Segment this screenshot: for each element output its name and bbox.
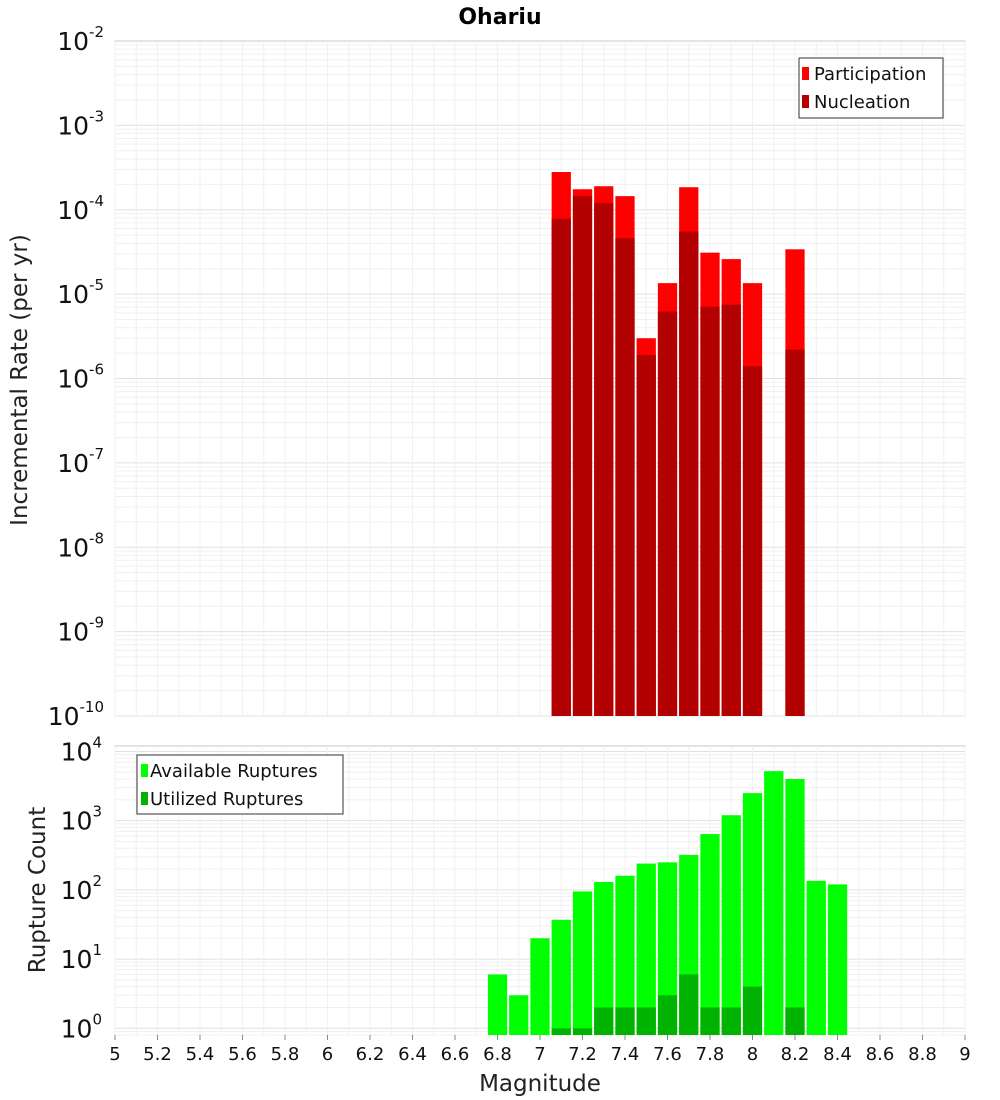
utilized-ruptures-bar bbox=[657, 995, 678, 1035]
utilized-ruptures-bar bbox=[551, 1028, 571, 1035]
top-y-tick-label: 10-3 bbox=[57, 107, 104, 140]
top-y-tick-label: 10-4 bbox=[57, 192, 104, 225]
available-ruptures-bar bbox=[806, 880, 826, 1035]
nucleation-bar bbox=[785, 349, 805, 716]
available-ruptures-bar bbox=[700, 834, 720, 1035]
bottom-bars bbox=[487, 771, 848, 1035]
top-y-axis-label: Incremental Rate (per yr) bbox=[7, 234, 33, 526]
available-ruptures-bar bbox=[509, 995, 529, 1035]
available-legend-swatch bbox=[141, 764, 148, 777]
top-bars bbox=[551, 172, 805, 717]
top-legend: Participation Nucleation bbox=[798, 57, 944, 119]
available-ruptures-bar bbox=[572, 891, 593, 1035]
bottom-y-tick-label: 104 bbox=[61, 733, 102, 766]
x-tick-label: 8.4 bbox=[823, 1044, 852, 1065]
nucleation-bar bbox=[636, 354, 656, 716]
top-y-tick-label: 10-10 bbox=[48, 698, 104, 731]
nucleation-bar bbox=[679, 231, 699, 716]
nucleation-bar bbox=[742, 366, 763, 716]
bottom-legend-box bbox=[136, 754, 344, 815]
bottom-legend: Available Ruptures Utilized Ruptures bbox=[136, 754, 344, 815]
utilized-ruptures-bar bbox=[572, 1028, 593, 1035]
utilized-legend-swatch bbox=[141, 792, 148, 805]
available-ruptures-bar bbox=[827, 884, 848, 1035]
x-tick-label: 5 bbox=[109, 1044, 120, 1065]
nucleation-legend-swatch bbox=[802, 95, 809, 108]
x-tick-label: 6.8 bbox=[483, 1044, 512, 1065]
top-y-tick-label: 10-8 bbox=[57, 529, 104, 562]
x-tick-label: 7.6 bbox=[653, 1044, 682, 1065]
available-ruptures-bar bbox=[742, 793, 763, 1035]
nucleation-bar bbox=[700, 306, 720, 716]
bottom-y-tick-label: 102 bbox=[61, 872, 102, 905]
x-tick-label: 8.6 bbox=[866, 1044, 895, 1065]
utilized-ruptures-bar bbox=[636, 1007, 656, 1035]
x-tick-label: 9 bbox=[959, 1044, 970, 1065]
top-y-tick-label: 10-5 bbox=[57, 276, 104, 309]
nucleation-bar bbox=[615, 238, 635, 716]
available-ruptures-bar bbox=[657, 862, 678, 1035]
x-tick-label: 5.4 bbox=[186, 1044, 215, 1065]
available-ruptures-bar bbox=[487, 974, 508, 1035]
top-y-tick-label: 10-9 bbox=[57, 614, 104, 647]
rupture-count-panel: 104 103 102 101 100 5 5.2 5.4 5.6 5.8 6 6.2 6.4 6.6 6… bbox=[25, 733, 971, 1097]
x-tick-label: 8.2 bbox=[781, 1044, 810, 1065]
top-y-tick-labels: 10-2 10-3 10-4 10-5 10-6 10-7 10-8 10-9 10-10 bbox=[48, 23, 104, 731]
top-legend-box bbox=[798, 57, 944, 119]
available-ruptures-bar bbox=[594, 882, 614, 1035]
available-ruptures-bar bbox=[764, 771, 784, 1035]
x-axis-label: Magnitude bbox=[479, 1071, 601, 1097]
x-tick-label: 7.8 bbox=[696, 1044, 725, 1065]
x-tick-label: 5.8 bbox=[271, 1044, 300, 1065]
x-tick-label: 6.4 bbox=[398, 1044, 427, 1065]
top-y-tick-label: 10-6 bbox=[57, 361, 104, 394]
nucleation-bar bbox=[551, 218, 571, 716]
available-ruptures-bar bbox=[551, 919, 571, 1035]
utilized-ruptures-bar bbox=[679, 974, 699, 1035]
participation-legend-swatch bbox=[802, 67, 809, 80]
bottom-y-tick-label: 103 bbox=[61, 803, 102, 836]
available-ruptures-bar bbox=[530, 938, 550, 1035]
x-tick-label: 5.2 bbox=[143, 1044, 172, 1065]
available-legend-label: Available Ruptures bbox=[150, 761, 318, 782]
x-tick-label: 7.2 bbox=[568, 1044, 597, 1065]
participation-legend-label: Participation bbox=[814, 64, 926, 85]
utilized-ruptures-bar bbox=[742, 986, 763, 1035]
available-ruptures-bar bbox=[615, 875, 635, 1035]
nucleation-bar bbox=[657, 311, 678, 716]
utilized-ruptures-bar bbox=[615, 1007, 635, 1035]
top-y-tick-label: 10-7 bbox=[57, 445, 104, 478]
bottom-y-tick-labels: 104 103 102 101 100 bbox=[61, 733, 102, 1043]
utilized-ruptures-bar bbox=[721, 1007, 741, 1035]
nucleation-bar bbox=[721, 304, 741, 716]
nucleation-bar bbox=[594, 203, 614, 716]
utilized-ruptures-bar bbox=[700, 1007, 720, 1035]
x-tick-label: 6.6 bbox=[441, 1044, 470, 1065]
available-ruptures-bar bbox=[636, 863, 656, 1035]
x-tick-label: 6 bbox=[322, 1044, 333, 1065]
incremental-rate-panel: 10-2 10-3 10-4 10-5 10-6 10-7 10-8 10-9 10-10 In… bbox=[7, 23, 966, 731]
available-ruptures-bar bbox=[721, 815, 741, 1035]
bottom-y-tick-label: 100 bbox=[61, 1010, 102, 1043]
bottom-y-tick-label: 101 bbox=[61, 941, 102, 974]
nucleation-bar bbox=[572, 196, 593, 716]
top-y-tick-label: 10-2 bbox=[57, 23, 104, 56]
x-tick-label: 8.8 bbox=[908, 1044, 937, 1065]
utilized-legend-label: Utilized Ruptures bbox=[150, 789, 303, 810]
utilized-ruptures-bar bbox=[785, 1007, 805, 1035]
x-tick-label: 5.6 bbox=[228, 1044, 257, 1065]
x-tick-label: 7 bbox=[534, 1044, 545, 1065]
x-tick-labels: 5 5.2 5.4 5.6 5.8 6 6.2 6.4 6.6 6.8 7 7.2 7.4 7.6 7.8 8… bbox=[109, 1035, 971, 1065]
top-gridlines bbox=[114, 41, 966, 717]
chart-title: Ohariu bbox=[458, 5, 541, 30]
bottom-y-axis-label: Rupture Count bbox=[25, 807, 51, 973]
utilized-ruptures-bar bbox=[594, 1007, 614, 1035]
x-tick-label: 8 bbox=[747, 1044, 758, 1065]
x-tick-label: 6.2 bbox=[356, 1044, 385, 1065]
nucleation-legend-label: Nucleation bbox=[814, 92, 910, 113]
x-tick-label: 7.4 bbox=[611, 1044, 640, 1065]
available-ruptures-bar bbox=[785, 779, 805, 1035]
